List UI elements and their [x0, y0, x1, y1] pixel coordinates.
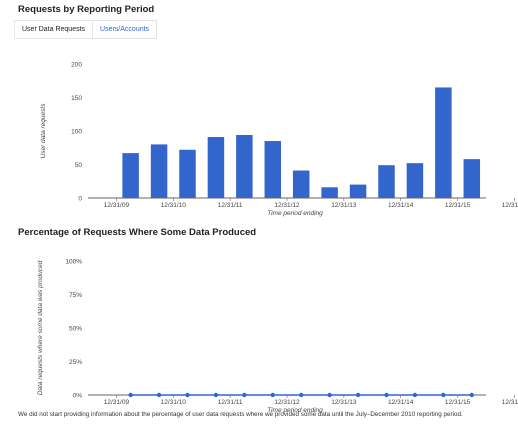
c2-x-tick-5: 12/31/14 — [388, 399, 414, 406]
c2-point-0 — [128, 392, 133, 398]
c2-x-tick-0: 12/31/09 — [104, 399, 130, 406]
c2-point-5 — [270, 392, 275, 398]
c1-x-tick-5: 12/31/14 — [388, 202, 414, 209]
chart1-title: Requests by Reporting Period — [18, 4, 155, 15]
c1-y-tick-3: 150 — [71, 95, 82, 102]
c2-y-tick-2: 50% — [69, 326, 82, 333]
c1-x-tick-4: 12/31/13 — [331, 202, 357, 209]
c2-point-11 — [441, 392, 446, 398]
c1-x-tick-7: 12/31/16 — [502, 202, 518, 209]
c1-x-tick-6: 12/31/15 — [445, 202, 471, 209]
c2-x-axis-title: Time period ending — [267, 407, 323, 414]
c1-bar-10 — [378, 165, 395, 198]
tab-users-accounts[interactable]: Users/Accounts — [93, 20, 158, 39]
c1-bar-6 — [264, 141, 282, 198]
c2-point-2 — [185, 392, 190, 398]
c2-x-tick-2: 12/31/11 — [218, 399, 243, 406]
c2-x-tick-4: 12/31/13 — [331, 399, 357, 406]
c2-y-axis-title: Data requests where some data was produc… — [37, 260, 44, 395]
c1-x-tick-3: 12/31/12 — [274, 202, 300, 209]
c2-point-4 — [242, 392, 247, 398]
c2-point-10 — [412, 392, 418, 398]
c2-y-tick-3: 75% — [69, 292, 82, 299]
c2-y-tick-1: 25% — [69, 359, 82, 366]
c2-y-tick-0: 0% — [73, 393, 83, 400]
c2-x-tick-7: 12/31/16 — [502, 399, 518, 406]
c1-bar-2 — [150, 144, 168, 198]
tab-user-data-requests[interactable]: User Data Requests — [14, 20, 94, 39]
c1-x-axis-title: Time period ending — [267, 210, 323, 217]
c1-y-tick-4: 200 — [71, 62, 82, 69]
c1-x-tick-0: 12/31/09 — [104, 202, 130, 209]
c1-bar-5 — [236, 135, 253, 198]
c1-x-tick-1: 12/31/10 — [161, 202, 187, 209]
c2-x-tick-6: 12/31/15 — [445, 399, 471, 406]
c2-point-8 — [355, 392, 361, 398]
c1-bar-8 — [321, 187, 338, 198]
chart2-title: Percentage of Requests Where Some Data P… — [18, 227, 257, 238]
c1-bar-9 — [349, 184, 367, 198]
c2-x-tick-3: 12/31/12 — [274, 399, 300, 406]
c2-point-12 — [469, 392, 474, 398]
c1-bar-1 — [122, 153, 139, 198]
c2-x-tick-1: 12/31/10 — [161, 399, 187, 406]
c1-bar-7 — [292, 170, 310, 198]
percentage-line-chart: 0% 25% 50% 75% 100% 12/31/09 12/31/10 12/31/11 1… — [37, 259, 518, 415]
c2-point-7 — [327, 392, 332, 398]
c1-x-tick-2: 12/31/11 — [218, 202, 243, 209]
requests-bar-chart: 0 50 100 150 200 12/31/09 12/31/10 12/31/11 12/3… — [40, 62, 518, 218]
c1-bar-12 — [435, 87, 452, 198]
c1-y-tick-1: 50 — [75, 162, 83, 169]
c1-y-axis-title: User data requests — [40, 103, 47, 159]
footnote: We did not start providing information a… — [18, 411, 463, 418]
c2-point-1 — [156, 392, 162, 398]
c1-bar-3 — [179, 149, 196, 198]
c2-point-9 — [384, 392, 389, 398]
c2-point-3 — [213, 392, 219, 398]
c1-y-tick-0: 0 — [78, 196, 82, 203]
c1-bar-4 — [207, 137, 225, 198]
tab-bar: User Data Requests Users/Accounts — [14, 20, 158, 39]
c2-point-6 — [299, 392, 304, 398]
c2-y-tick-4: 100% — [65, 259, 82, 266]
c1-y-tick-2: 100 — [71, 129, 82, 136]
c1-bar-13 — [463, 159, 481, 198]
c1-bar-11 — [406, 163, 424, 198]
